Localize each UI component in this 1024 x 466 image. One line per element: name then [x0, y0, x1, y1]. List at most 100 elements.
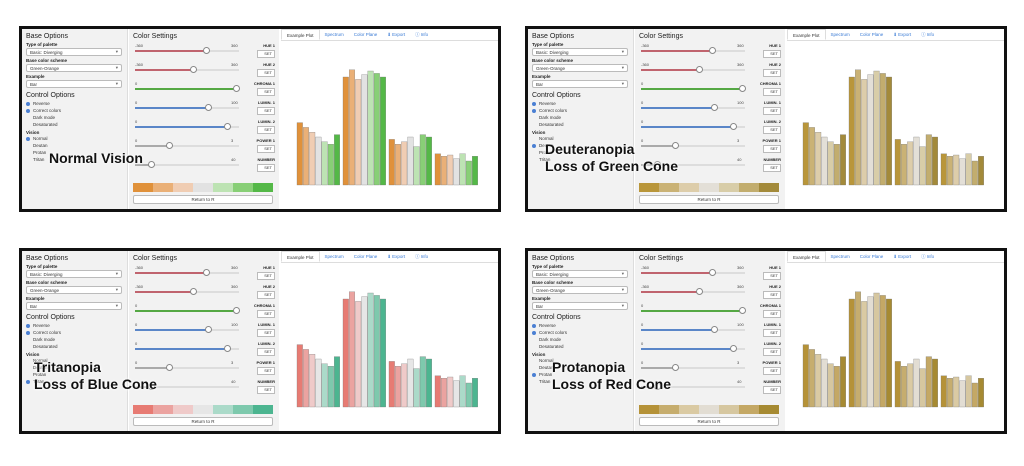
- slider-handle[interactable]: [653, 383, 661, 390]
- vision-option-protan[interactable]: Protan: [26, 371, 123, 378]
- color-scheme-select[interactable]: Green-Orange ▾: [26, 286, 122, 294]
- palette-type-select[interactable]: Basic: Diverging ▾: [26, 48, 122, 56]
- slider-handle[interactable]: [223, 123, 231, 130]
- set-button[interactable]: SET: [257, 348, 275, 356]
- set-button[interactable]: SET: [763, 88, 781, 96]
- palette-type-select[interactable]: Basic: Diverging ▾: [26, 270, 122, 278]
- palette-type-select[interactable]: Basic: Diverging ▾: [532, 270, 628, 278]
- slider-track[interactable]: [641, 383, 745, 390]
- set-button[interactable]: SET: [257, 386, 275, 394]
- tab-example-plot[interactable]: Example Plot: [787, 29, 826, 40]
- color-scheme-select[interactable]: Green-Orange ▾: [26, 64, 122, 72]
- slider-handle[interactable]: [672, 142, 680, 149]
- control-option-0[interactable]: Reverse: [26, 100, 123, 107]
- control-option-1[interactable]: Correct colors: [532, 107, 629, 114]
- checked-icon[interactable]: [532, 101, 536, 106]
- checked-icon[interactable]: [26, 108, 30, 113]
- control-option-3[interactable]: Desaturated: [532, 343, 629, 350]
- example-select[interactable]: Bar ▾: [26, 80, 122, 88]
- set-button[interactable]: SET: [257, 107, 275, 115]
- set-button[interactable]: SET: [257, 272, 275, 280]
- slider-track[interactable]: [135, 123, 239, 130]
- radio-selected-icon[interactable]: [26, 379, 30, 384]
- set-button[interactable]: SET: [763, 386, 781, 394]
- tab-color-plane[interactable]: Color Plane: [349, 251, 383, 262]
- tab-example-plot[interactable]: Example Plot: [281, 251, 320, 262]
- tab-spectrum[interactable]: Spectrum: [320, 251, 349, 262]
- slider-handle[interactable]: [738, 307, 746, 314]
- set-button[interactable]: SET: [763, 145, 781, 153]
- control-option-1[interactable]: Correct colors: [26, 107, 123, 114]
- slider-track[interactable]: [641, 288, 745, 295]
- tab-export[interactable]: ⬇Export: [382, 251, 410, 262]
- example-select[interactable]: Bar ▾: [26, 302, 122, 310]
- slider-track[interactable]: [135, 288, 239, 295]
- slider-handle[interactable]: [696, 288, 704, 295]
- set-button[interactable]: SET: [763, 126, 781, 134]
- slider-track[interactable]: [641, 85, 746, 92]
- tab-example-plot[interactable]: Example Plot: [787, 251, 826, 262]
- set-button[interactable]: SET: [763, 164, 781, 172]
- tab-export[interactable]: ⬇Export: [888, 251, 916, 262]
- control-option-0[interactable]: Reverse: [532, 322, 629, 329]
- set-button[interactable]: SET: [763, 69, 781, 77]
- tab-info[interactable]: ⓘInfo: [916, 251, 939, 262]
- vision-option-tritan[interactable]: Tritan: [26, 378, 123, 385]
- slider-track[interactable]: [641, 104, 745, 111]
- slider-track[interactable]: [641, 364, 745, 371]
- control-option-2[interactable]: Dark mode: [26, 336, 123, 343]
- vision-option-normal[interactable]: Normal: [26, 357, 123, 364]
- slider-handle[interactable]: [710, 104, 718, 111]
- set-button[interactable]: SET: [763, 367, 781, 375]
- control-option-3[interactable]: Desaturated: [532, 121, 629, 128]
- slider-handle[interactable]: [738, 85, 746, 92]
- vision-option-tritan[interactable]: Tritan: [532, 378, 629, 385]
- slider-track[interactable]: [641, 142, 745, 149]
- set-button[interactable]: SET: [257, 50, 275, 58]
- set-button[interactable]: SET: [763, 291, 781, 299]
- tab-info[interactable]: ⓘInfo: [410, 29, 433, 40]
- slider-handle[interactable]: [202, 47, 210, 54]
- slider-track[interactable]: [641, 66, 745, 73]
- checked-icon[interactable]: [26, 330, 30, 335]
- tab-example-plot[interactable]: Example Plot: [281, 29, 320, 40]
- set-button[interactable]: SET: [257, 329, 275, 337]
- tab-export[interactable]: ⬇Export: [382, 29, 410, 40]
- vision-option-normal[interactable]: Normal: [532, 357, 629, 364]
- slider-handle[interactable]: [147, 161, 155, 168]
- tab-info[interactable]: ⓘInfo: [916, 29, 939, 40]
- checked-icon[interactable]: [532, 108, 536, 113]
- slider-handle[interactable]: [232, 85, 240, 92]
- control-option-2[interactable]: Dark mode: [532, 114, 629, 121]
- slider-track[interactable]: [135, 85, 240, 92]
- radio-selected-icon[interactable]: [532, 372, 536, 377]
- slider-track[interactable]: [641, 269, 745, 276]
- slider-handle[interactable]: [653, 161, 661, 168]
- set-button[interactable]: SET: [257, 88, 275, 96]
- slider-handle[interactable]: [166, 142, 174, 149]
- tab-spectrum[interactable]: Spectrum: [826, 29, 855, 40]
- slider-handle[interactable]: [729, 345, 737, 352]
- radio-selected-icon[interactable]: [26, 136, 30, 141]
- slider-track[interactable]: [135, 66, 239, 73]
- set-button[interactable]: SET: [763, 329, 781, 337]
- set-button[interactable]: SET: [257, 291, 275, 299]
- checked-icon[interactable]: [26, 101, 30, 106]
- slider-track[interactable]: [641, 345, 745, 352]
- slider-handle[interactable]: [708, 47, 716, 54]
- slider-handle[interactable]: [166, 364, 174, 371]
- set-button[interactable]: SET: [763, 272, 781, 280]
- tab-export[interactable]: ⬇Export: [888, 29, 916, 40]
- tab-color-plane[interactable]: Color Plane: [855, 251, 889, 262]
- slider-track[interactable]: [641, 47, 745, 54]
- slider-handle[interactable]: [710, 326, 718, 333]
- vision-option-normal[interactable]: Normal: [532, 135, 629, 142]
- slider-handle[interactable]: [147, 383, 155, 390]
- set-button[interactable]: SET: [257, 164, 275, 172]
- set-button[interactable]: SET: [257, 69, 275, 77]
- return-to-r-button[interactable]: Return to R: [133, 417, 273, 426]
- slider-track[interactable]: [135, 47, 239, 54]
- slider-track[interactable]: [135, 269, 239, 276]
- set-button[interactable]: SET: [763, 310, 781, 318]
- slider-track[interactable]: [135, 307, 240, 314]
